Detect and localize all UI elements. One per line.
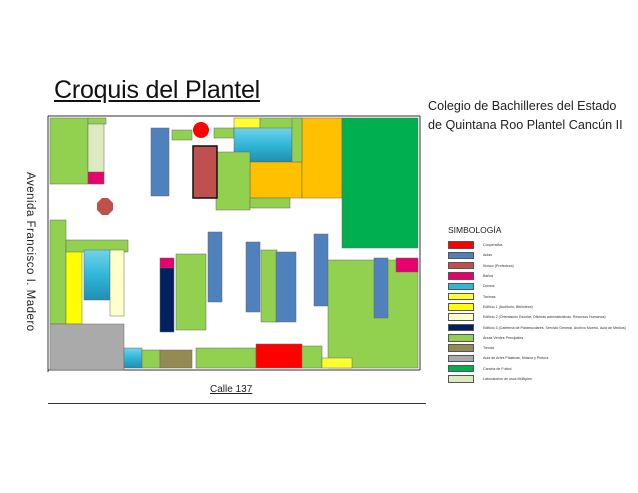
building-1 xyxy=(65,249,83,325)
green-area xyxy=(249,197,291,209)
orange-building xyxy=(249,161,303,199)
legend-item: Aula de Artes Plásticas, Música y Pintur… xyxy=(448,353,626,363)
legend-label: Cooperativa xyxy=(483,243,503,248)
legend-item: Áreas Verdes Principales xyxy=(448,333,626,343)
legend: Cooperativa Aulas Kiosco (Prefectura) Baños… xyxy=(448,240,626,384)
legend-swatch xyxy=(448,334,474,342)
green-area xyxy=(49,219,67,325)
legend-swatch xyxy=(448,323,474,332)
green-area xyxy=(175,253,207,331)
green-area xyxy=(195,347,257,369)
street-bottom-line xyxy=(48,403,426,404)
classroom xyxy=(150,127,170,197)
dome xyxy=(233,127,293,163)
soccer-field xyxy=(341,117,419,249)
legend-swatch xyxy=(448,354,474,363)
legend-item: Tarimas xyxy=(448,291,626,301)
legend-swatch xyxy=(448,344,474,352)
building-3 xyxy=(159,267,175,333)
legend-label: Aulas xyxy=(483,253,492,258)
building-2 xyxy=(109,249,125,317)
school-name-line1: Colegio de Bachilleres del Estado xyxy=(428,99,617,113)
legend-label: Domos xyxy=(483,284,495,289)
legend-title: SIMBOLOGÍA xyxy=(448,225,502,235)
legend-label: Aula de Artes Plásticas, Música y Pintur… xyxy=(483,356,549,361)
legend-label: Edificio 2 (Orientación Escolar, Oficina… xyxy=(483,315,606,320)
kiosk xyxy=(192,145,218,199)
legend-label: Tienda xyxy=(483,346,494,351)
legend-label: Baños xyxy=(483,274,494,279)
restroom xyxy=(395,257,419,273)
legend-item: Tienda xyxy=(448,343,626,353)
legend-item: Kiosco (Prefectura) xyxy=(448,261,626,271)
legend-swatch xyxy=(448,364,474,373)
legend-item: Domos xyxy=(448,281,626,291)
stage xyxy=(321,357,353,369)
legend-label: Edificio 1 (Auditorio, Biblioteca) xyxy=(483,304,533,309)
legend-swatch xyxy=(448,292,474,301)
green-area xyxy=(171,129,193,141)
legend-item: Edificio 2 (Orientación Escolar, Oficina… xyxy=(448,312,626,322)
green-area xyxy=(49,117,89,185)
octagon-feature xyxy=(97,198,113,215)
classroom xyxy=(275,251,297,323)
legend-item: Cooperativa xyxy=(448,240,626,250)
classroom xyxy=(207,231,223,303)
green-area xyxy=(301,345,323,369)
dome xyxy=(83,249,111,301)
restroom xyxy=(159,257,175,269)
dome xyxy=(123,347,143,369)
legend-item: Cancha de Futbol xyxy=(448,364,626,374)
classroom xyxy=(313,233,329,307)
cafeteria xyxy=(255,343,303,369)
legend-item: Laboratorios de usos Múltiples xyxy=(448,374,626,384)
street-left-label: Avenida Francisco I. Madero xyxy=(24,172,36,332)
legend-label: Cancha de Futbol xyxy=(483,366,512,371)
legend-swatch xyxy=(448,303,474,311)
legend-swatch xyxy=(448,313,474,321)
legend-label: Áreas Verdes Principales xyxy=(483,335,524,340)
legend-label: Tarimas xyxy=(483,294,496,299)
classroom xyxy=(245,241,261,313)
green-area xyxy=(260,249,278,323)
green-area xyxy=(327,259,419,369)
green-area xyxy=(87,117,107,125)
green-area xyxy=(215,151,251,211)
page-title: Croquis del Plantel xyxy=(54,76,261,104)
street-bottom-label: Calle 137 xyxy=(210,384,253,395)
legend-swatch xyxy=(448,241,474,249)
legend-label: Edificio 3 (Cafetería de Paraescolares, … xyxy=(483,325,626,330)
legend-item: Edificio 1 (Auditorio, Biblioteca) xyxy=(448,302,626,312)
classroom xyxy=(373,257,389,319)
legend-swatch xyxy=(448,282,474,291)
store xyxy=(159,349,193,369)
legend-item: Edificio 3 (Cafetería de Paraescolares, … xyxy=(448,322,626,332)
legend-item: Aulas xyxy=(448,250,626,260)
legend-label: Kiosco (Prefectura) xyxy=(483,263,514,268)
legend-swatch xyxy=(448,375,474,383)
orange-building xyxy=(301,117,343,199)
school-name: Colegio de Bachilleres del Estado de Qui… xyxy=(428,97,628,135)
green-area xyxy=(213,127,235,139)
legend-swatch xyxy=(448,251,474,260)
legend-swatch xyxy=(448,261,474,270)
school-name-line2: de Quintana Roo Plantel Cancún II xyxy=(428,118,623,132)
restroom xyxy=(87,171,105,185)
legend-swatch xyxy=(448,272,474,280)
legend-label: Laboratorios de usos Múltiples xyxy=(483,377,532,381)
laboratory xyxy=(87,121,105,175)
legend-item: Baños xyxy=(448,271,626,281)
arts-classroom xyxy=(49,323,125,371)
stage xyxy=(233,117,261,129)
cafeteria-circle xyxy=(193,122,209,138)
green-area xyxy=(141,349,161,369)
green-area xyxy=(291,117,303,163)
